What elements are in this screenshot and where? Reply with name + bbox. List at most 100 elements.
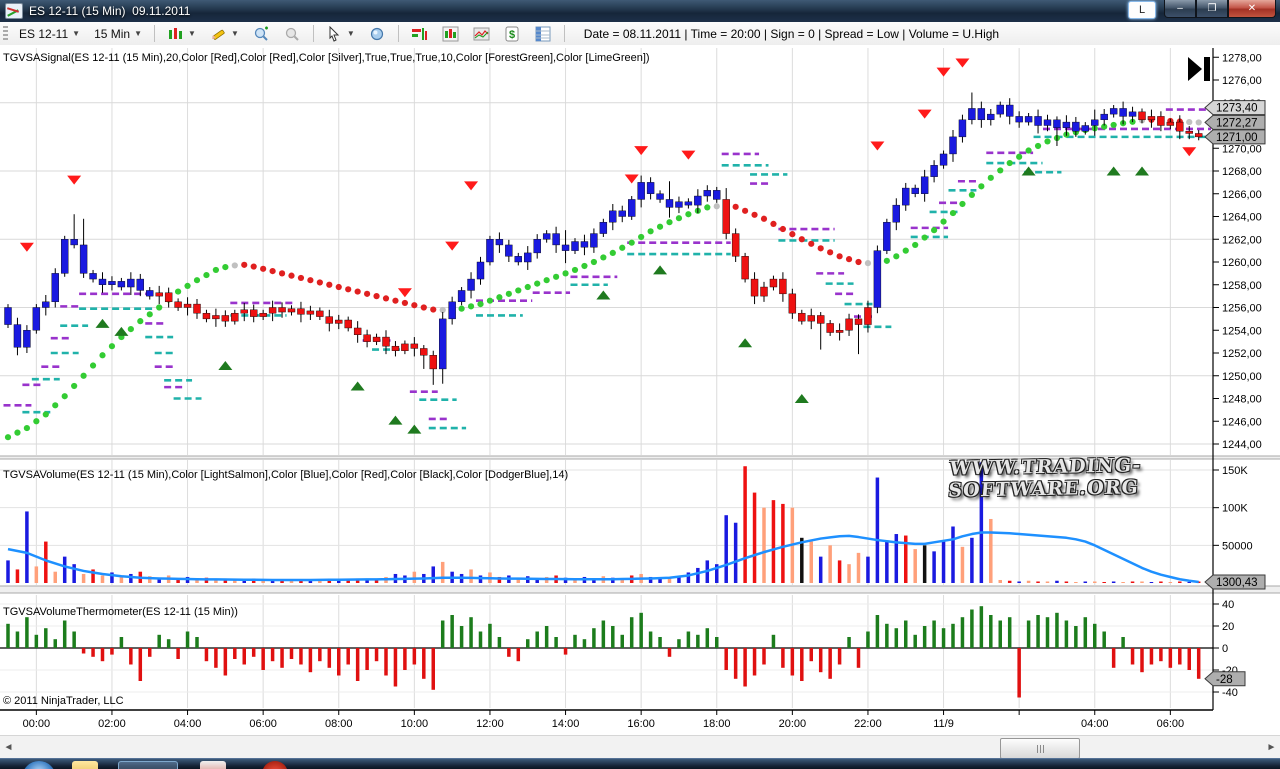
svg-text:1262,00: 1262,00 xyxy=(1222,234,1262,246)
zoom-out-icon xyxy=(284,26,301,42)
toolbar-separator xyxy=(154,25,156,42)
svg-text:1250,00: 1250,00 xyxy=(1222,371,1262,383)
horizontal-scrollbar[interactable]: ◄ ► xyxy=(0,735,1280,759)
svg-text:10:00: 10:00 xyxy=(401,718,429,730)
svg-text:18:00: 18:00 xyxy=(703,718,731,730)
vsa-status-text: Date = 08.11.2011 | Time = 20:00 | Sign … xyxy=(583,26,1000,41)
volume-panel-indicator-label: TGVSAVolume(ES 12-11 (15 Min),Color [Lig… xyxy=(3,469,569,481)
svg-text:1264,00: 1264,00 xyxy=(1222,212,1262,224)
scrollbar-thumb[interactable] xyxy=(1000,738,1080,759)
svg-text:1256,00: 1256,00 xyxy=(1222,303,1262,315)
svg-text:06:00: 06:00 xyxy=(249,718,277,730)
dom-panel-button[interactable] xyxy=(529,23,558,45)
svg-text:16:00: 16:00 xyxy=(627,718,655,730)
link-button[interactable]: L xyxy=(1128,1,1156,19)
chart-window-icon xyxy=(442,26,459,42)
svg-text:1248,00: 1248,00 xyxy=(1222,394,1262,406)
copyright-text: © 2011 NinjaTrader, LLC xyxy=(3,695,124,707)
account-dollar-icon: $ xyxy=(504,26,521,42)
chevron-down-icon: ▼ xyxy=(230,29,239,38)
account-button[interactable]: $ xyxy=(498,23,527,45)
window-title: ES 12-11 (15 Min) 09.11.2011 xyxy=(29,4,191,18)
app-chart-icon xyxy=(5,3,23,19)
interval-label: 15 Min xyxy=(94,26,131,41)
zoom-in-icon xyxy=(253,26,270,42)
close-button[interactable]: ✕ xyxy=(1228,0,1276,18)
svg-text:50000: 50000 xyxy=(1222,540,1253,552)
svg-text:22:00: 22:00 xyxy=(854,718,882,730)
svg-text:40: 40 xyxy=(1222,599,1234,611)
interval-selector[interactable]: 15 Min ▼ xyxy=(88,24,148,44)
draw-tool-button[interactable]: ▼ xyxy=(204,23,245,45)
scroll-right-icon[interactable]: ► xyxy=(1266,742,1277,753)
dom-panel-icon xyxy=(535,26,552,42)
svg-text:14:00: 14:00 xyxy=(552,718,580,730)
toolbar-separator xyxy=(397,25,399,42)
svg-text:1254,00: 1254,00 xyxy=(1222,325,1262,337)
chevron-down-icon: ▼ xyxy=(346,29,355,38)
svg-text:12:00: 12:00 xyxy=(476,718,504,730)
windows-taskbar xyxy=(0,758,1280,769)
svg-text:02:00: 02:00 xyxy=(98,718,126,730)
svg-text:00:00: 00:00 xyxy=(23,718,51,730)
market-analyzer-button[interactable] xyxy=(405,23,434,45)
taskbar-app-icon[interactable] xyxy=(200,761,226,769)
svg-text:1278,00: 1278,00 xyxy=(1222,52,1262,64)
instrument-selector[interactable]: ES 12-11 ▼ xyxy=(13,24,86,44)
watermark: WWW.TRADING-SOFTWARE.ORG xyxy=(947,454,1143,502)
price-panel-indicator-label: TGVSASignal(ES 12-11 (15 Min),20,Color [… xyxy=(3,52,650,64)
draw-pencil-icon xyxy=(210,26,227,42)
toolbar-grip[interactable] xyxy=(3,25,8,42)
minimize-button[interactable]: – xyxy=(1164,0,1196,18)
svg-text:20: 20 xyxy=(1222,621,1234,633)
chart-toolbar: ES 12-11 ▼ 15 Min ▼ ▼ ▼ ▼ xyxy=(0,22,1280,46)
chevron-down-icon: ▼ xyxy=(134,29,143,38)
start-orb-icon[interactable] xyxy=(22,761,56,769)
svg-text:1260,00: 1260,00 xyxy=(1222,257,1262,269)
svg-text:1252,00: 1252,00 xyxy=(1222,348,1262,360)
svg-text:150K: 150K xyxy=(1222,465,1248,477)
svg-text:04:00: 04:00 xyxy=(174,718,202,730)
chevron-down-icon: ▼ xyxy=(72,29,81,38)
taskbar-folder-icon[interactable] xyxy=(72,761,98,769)
svg-text:-40: -40 xyxy=(1222,687,1238,699)
mini-chart-button[interactable] xyxy=(467,23,496,45)
toolbar-separator xyxy=(563,25,565,42)
svg-text:1258,00: 1258,00 xyxy=(1222,280,1262,292)
svg-text:1266,00: 1266,00 xyxy=(1222,189,1262,201)
svg-text:1271,00: 1271,00 xyxy=(1216,132,1258,144)
svg-text:1272,27: 1272,27 xyxy=(1216,117,1258,129)
thermometer-panel-indicator-label: TGVSAVolumeThermometer(ES 12-11 (15 Min)… xyxy=(3,606,238,618)
chevron-down-icon: ▼ xyxy=(188,29,196,38)
chart-style-button[interactable]: ▼ xyxy=(161,23,202,45)
cursor-tool-button[interactable]: ▼ xyxy=(320,23,361,45)
svg-text:04:00: 04:00 xyxy=(1081,718,1109,730)
chart-window-button[interactable] xyxy=(436,23,465,45)
svg-text:1268,00: 1268,00 xyxy=(1222,166,1262,178)
cursor-icon xyxy=(326,25,343,42)
zoom-out-button[interactable] xyxy=(278,23,307,45)
svg-text:100K: 100K xyxy=(1222,503,1248,515)
taskbar-app-icon[interactable] xyxy=(262,761,288,769)
svg-text:06:00: 06:00 xyxy=(1157,718,1185,730)
window-titlebar: ES 12-11 (15 Min) 09.11.2011 L – ❐ ✕ xyxy=(0,0,1280,22)
toolbar-separator xyxy=(312,25,314,42)
svg-text:1276,00: 1276,00 xyxy=(1222,75,1262,87)
chart-svg[interactable]: 1244,00 1246,00 1248,00 1250,00 1252,00 1254,… xyxy=(0,45,1280,735)
chart-canvas[interactable]: 1244,00 1246,00 1248,00 1250,00 1252,00 1254,… xyxy=(0,45,1280,735)
scroll-left-icon[interactable]: ◄ xyxy=(3,742,14,753)
svg-text:1244,00: 1244,00 xyxy=(1222,439,1262,451)
maximize-button[interactable]: ❐ xyxy=(1196,0,1228,18)
zoom-in-button[interactable] xyxy=(247,23,276,45)
svg-text:$: $ xyxy=(509,29,515,41)
chart-style-icon xyxy=(167,26,184,42)
data-box-button[interactable] xyxy=(363,23,392,45)
market-analyzer-icon xyxy=(411,26,428,42)
svg-text:1246,00: 1246,00 xyxy=(1222,416,1262,428)
mini-chart-icon xyxy=(473,26,490,42)
svg-text:08:00: 08:00 xyxy=(325,718,353,730)
taskbar-active-app[interactable] xyxy=(118,761,178,769)
svg-text:11/9: 11/9 xyxy=(933,718,954,730)
svg-text:1300,43: 1300,43 xyxy=(1216,577,1258,589)
svg-text:1270,00: 1270,00 xyxy=(1222,143,1262,155)
